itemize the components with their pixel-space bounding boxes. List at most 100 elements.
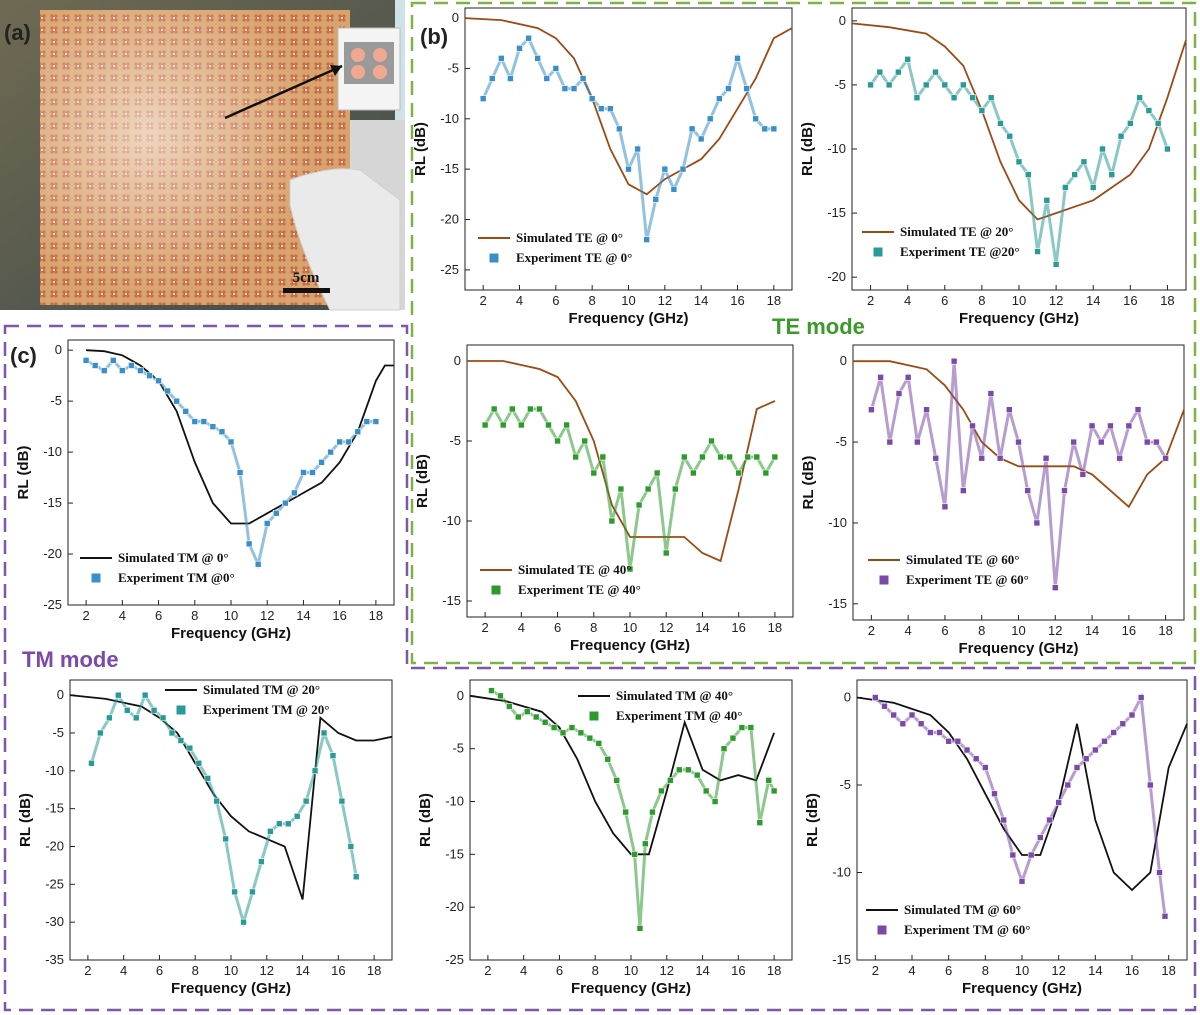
legend-swatch [876, 924, 888, 936]
data-point [877, 374, 884, 381]
chart-tm40: 2 4 6 8 10 12 14 16 18 0 -5 -10 -15 -20 -25 Frequency (… [417, 679, 793, 997]
y-axis-label: RL (dB) [804, 793, 821, 847]
y-tick-label: -5 [50, 393, 62, 408]
x-tick-label: 16 [731, 620, 745, 635]
data-point [263, 520, 271, 527]
y-tick-label: -10 [445, 794, 464, 809]
data-point [625, 165, 632, 173]
data-point [146, 372, 153, 379]
data-point [661, 165, 669, 173]
data-point [708, 437, 715, 445]
series-simulated [853, 360, 1185, 509]
data-point [1147, 781, 1154, 789]
data-point [634, 145, 641, 153]
x-tick-label: 2 [82, 608, 89, 623]
legend-label: Simulated TE @ 40° [518, 562, 632, 577]
data-point [577, 729, 585, 737]
legend-swatch [878, 574, 890, 586]
data-point [302, 797, 310, 805]
y-tick-label: -25 [440, 262, 459, 277]
y-tick-label: -5 [449, 433, 461, 448]
legend-label: Simulated TM @ 40° [616, 688, 733, 703]
y-tick-label: -5 [447, 60, 459, 75]
data-point [352, 873, 360, 881]
y-tick-label: 0 [452, 10, 459, 25]
data-point [702, 787, 710, 795]
x-axis-label: Frequency (GHz) [171, 625, 291, 642]
x-tick-label: 8 [589, 293, 596, 308]
x-tick-label: 4 [520, 963, 527, 978]
data-point [729, 734, 737, 742]
y-tick-label: -15 [442, 593, 461, 608]
x-tick-label: 2 [480, 293, 487, 308]
data-point [1092, 746, 1099, 754]
data-point [675, 766, 683, 774]
legend-swatch [490, 584, 502, 596]
data-point [969, 422, 976, 430]
data-point [991, 790, 998, 798]
data-point [481, 421, 489, 429]
data-point [1082, 755, 1090, 763]
data-point [744, 453, 752, 461]
y-tick-label: -10 [440, 111, 459, 126]
x-tick-label: 2 [481, 620, 488, 635]
data-point [164, 387, 171, 395]
data-point [132, 714, 140, 722]
data-point [570, 85, 578, 92]
data-point [881, 702, 888, 710]
data-point [554, 437, 561, 445]
data-point [932, 454, 940, 462]
y-tick-label: -35 [45, 952, 64, 967]
data-point [1042, 454, 1050, 462]
data-point [88, 759, 95, 767]
data-point [747, 724, 755, 731]
x-tick-label: 18 [767, 963, 781, 978]
data-point [1080, 158, 1088, 166]
y-tick-label: -5 [835, 434, 847, 449]
panel-label-b: (b) [420, 24, 448, 49]
y-tick-label: -10 [828, 515, 847, 530]
data-point [1015, 158, 1023, 166]
x-tick-label: 2 [872, 963, 879, 978]
y-tick-label: -10 [827, 141, 846, 156]
data-point [644, 485, 652, 493]
data-point [1062, 184, 1069, 191]
data-point [106, 714, 113, 722]
x-tick-label: 2 [84, 963, 91, 978]
data-point [607, 105, 614, 113]
data-point [1161, 912, 1169, 920]
data-point [231, 888, 238, 896]
series-experiment [872, 692, 1169, 920]
data-point [743, 85, 750, 92]
x-tick-label: 10 [1012, 293, 1026, 308]
data-point [1033, 519, 1041, 527]
glove-hand [289, 168, 401, 311]
data-point [320, 729, 328, 737]
experiment-trace [483, 405, 777, 570]
data-point [1101, 737, 1108, 745]
data-point [997, 120, 1004, 127]
series-experiment [488, 687, 778, 932]
data-point [1097, 438, 1105, 446]
x-tick-label: 10 [224, 963, 238, 978]
data-point [1070, 438, 1077, 446]
series-simulated [464, 17, 793, 196]
data-point [608, 517, 616, 525]
y-tick-label: -5 [52, 725, 64, 740]
data-point [488, 75, 496, 82]
scale-bar-label: 5cm [293, 270, 320, 286]
data-point [499, 421, 507, 429]
y-tick-label: -5 [834, 77, 846, 92]
legend-label: Experiment TE @ 40° [518, 582, 641, 597]
charts-layer: 2 4 6 8 10 12 14 16 18 0 -5 -10 -15 -20 -25 Frequency (… [15, 7, 1188, 997]
data-point [568, 724, 576, 731]
data-point [561, 85, 569, 92]
data-point [1037, 834, 1044, 841]
x-tick-label: 2 [867, 293, 874, 308]
data-point [115, 691, 122, 699]
x-tick-label: 14 [694, 293, 708, 308]
data-point [309, 469, 316, 476]
data-point [1136, 94, 1143, 102]
y-tick-label: -15 [828, 596, 847, 611]
data-point [1125, 422, 1133, 430]
